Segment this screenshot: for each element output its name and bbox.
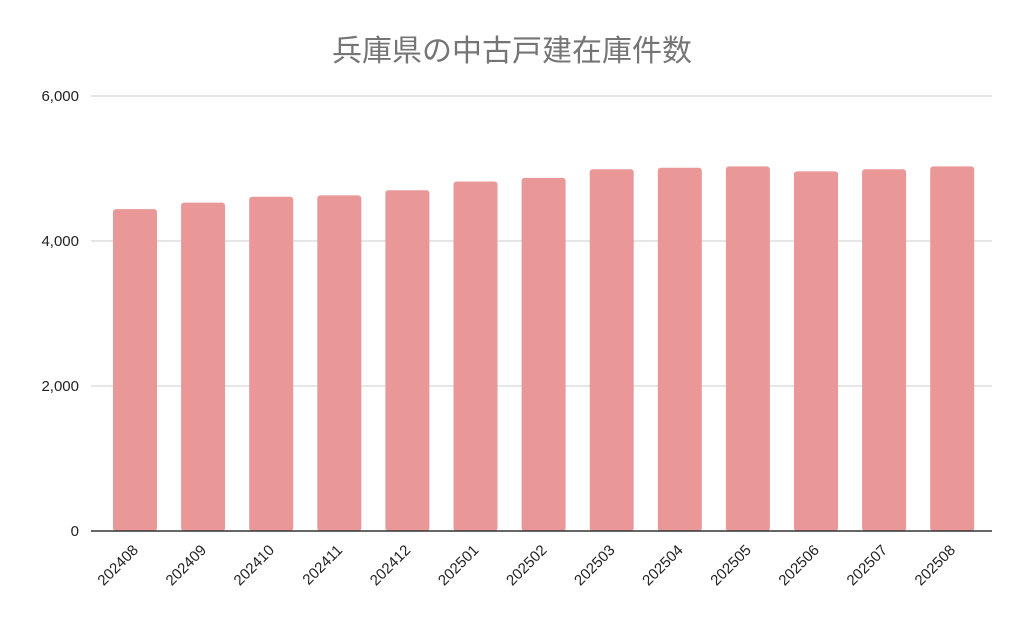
bar-202501 xyxy=(453,181,498,532)
y-axis-tick-labels: 0 2,000 4,000 6,000 xyxy=(41,88,79,540)
x-tick-label: 202410 xyxy=(231,542,278,589)
bar-202410 xyxy=(249,196,294,531)
bar-202506 xyxy=(794,171,838,531)
x-tick-label: 202411 xyxy=(299,542,346,589)
x-tick-label: 202505 xyxy=(707,542,754,589)
x-tick-label: 202501 xyxy=(435,542,482,589)
y-tick-label: 2,000 xyxy=(41,378,79,395)
bar-202502 xyxy=(521,177,566,532)
bar-202504 xyxy=(657,167,702,531)
x-tick-label: 202507 xyxy=(844,542,891,589)
x-tick-label: 202408 xyxy=(94,542,141,589)
y-tick-label: 6,000 xyxy=(41,88,79,105)
bar-202505 xyxy=(725,166,770,531)
bar-202507 xyxy=(862,169,907,531)
x-tick-label: 202508 xyxy=(912,542,959,589)
x-tick-label: 202504 xyxy=(639,542,686,589)
y-tick-label: 0 xyxy=(71,523,79,540)
y-tick-label: 4,000 xyxy=(41,233,79,250)
x-tick-label: 202506 xyxy=(775,542,822,589)
x-tick-label: 202502 xyxy=(503,542,550,589)
x-tick-label: 202409 xyxy=(163,542,210,589)
bar-202411 xyxy=(317,195,362,531)
x-axis-tick-labels: 202408 202409 202410 202411 202412 202501 2025… xyxy=(94,542,959,589)
x-tick-label: 202503 xyxy=(571,542,618,589)
bar-202508 xyxy=(930,166,975,531)
bars xyxy=(113,166,975,532)
bar-202408 xyxy=(113,209,157,531)
x-tick-label: 202412 xyxy=(367,542,414,589)
chart-title: 兵庫県の中古戸建在庫件数 xyxy=(332,34,692,69)
bar-202503 xyxy=(589,169,634,531)
bar-202409 xyxy=(181,202,226,531)
bar-202412 xyxy=(385,190,430,531)
